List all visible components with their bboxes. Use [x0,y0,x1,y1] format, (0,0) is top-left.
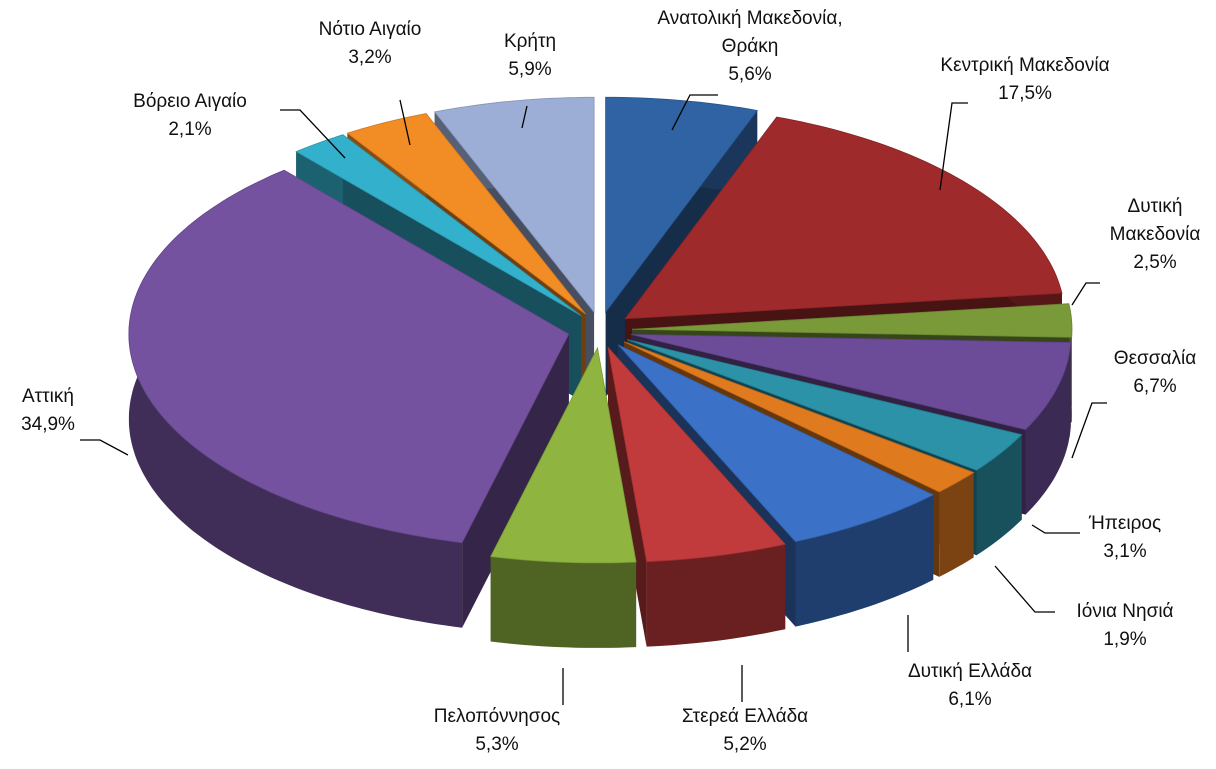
data-label: Βόρειο Αιγαίο 2,1% [90,88,290,144]
leader-line [1071,402,1107,459]
value-label: 5,2% [723,734,767,755]
category-label: Βόρειο Αιγαίο [133,91,247,112]
slice-side [490,556,637,648]
value-label: 2,5% [1133,252,1177,273]
data-label: Ανατολική Μακεδονία, Θράκη 5,6% [630,5,870,89]
category-label: Δυτική Ελλάδα [907,661,1033,682]
data-label: Ήπειρος 3,1% [1060,510,1190,566]
slice [433,96,595,314]
slice [295,134,582,316]
data-label: Δυτική Μακεδονία 2,5% [1090,193,1216,277]
value-label: 1,9% [1103,629,1147,650]
category-label: Αττική [22,386,74,407]
category-label: Ανατολική Μακεδονία, Θράκη [657,8,843,57]
leader-line [521,105,528,129]
category-label: Δυτική Μακεδονία [1109,196,1201,245]
data-label: Θεσσαλία 6,7% [1090,345,1216,401]
slice [617,344,935,543]
value-label: 34,9% [21,414,75,435]
leader-line [280,109,346,159]
category-label: Κεντρική Μακεδονία [940,55,1110,76]
category-label: Πελοπόννησος [433,706,561,727]
value-label: 3,1% [1103,541,1147,562]
data-label: Ιόνια Νησιά 1,9% [1045,598,1205,654]
value-label: 2,1% [168,119,212,140]
slice-side [462,334,569,628]
value-label: 5,9% [508,59,552,80]
data-label: Δυτική Ελλάδα 6,1% [870,658,1070,714]
slice [607,346,786,563]
slice [346,113,586,315]
leader-line [671,94,718,131]
leader-line [399,99,411,146]
slice [490,346,637,564]
data-label: Κρήτη 5,9% [470,28,590,84]
data-label: Κεντρική Μακεδονία 17,5% [875,52,1175,108]
data-label: Νότιο Αιγαίο 3,2% [280,16,460,72]
value-label: 3,2% [348,47,392,68]
value-label: 5,3% [475,734,519,755]
data-label: Πελοπόννησος 5,3% [387,703,607,759]
slice [630,334,1072,431]
slice [627,339,1023,471]
category-label: Ήπειρος [1088,513,1162,534]
slice-side [646,544,786,647]
category-label: Ιόνια Νησιά [1076,601,1174,622]
leader-line [1031,524,1080,534]
leader-line [80,439,129,456]
slice [631,303,1073,338]
slice-side [608,347,647,647]
slice [624,116,1063,320]
data-label: Στερεά Ελλάδα 5,2% [635,703,855,759]
slice-side [1025,342,1071,515]
value-label: 17,5% [998,83,1052,104]
leader-line [939,102,968,191]
leader-lines [80,94,1107,705]
slice-side [976,434,1022,556]
value-label: 6,1% [948,689,992,710]
value-label: 6,7% [1133,376,1177,397]
slice-side [939,472,974,577]
category-label: Θεσσαλία [1113,348,1197,369]
slice [605,96,758,314]
slice [128,169,570,544]
category-label: Στερεά Ελλάδα [681,706,809,727]
leader-line [994,565,1055,613]
leader-line [1071,282,1100,306]
category-label: Νότιο Αιγαίο [318,19,422,40]
slice-side [795,494,934,627]
value-label: 5,6% [728,64,772,85]
data-label: Αττική 34,9% [3,383,93,439]
slice [624,341,975,493]
category-label: Κρήτη [503,31,557,52]
